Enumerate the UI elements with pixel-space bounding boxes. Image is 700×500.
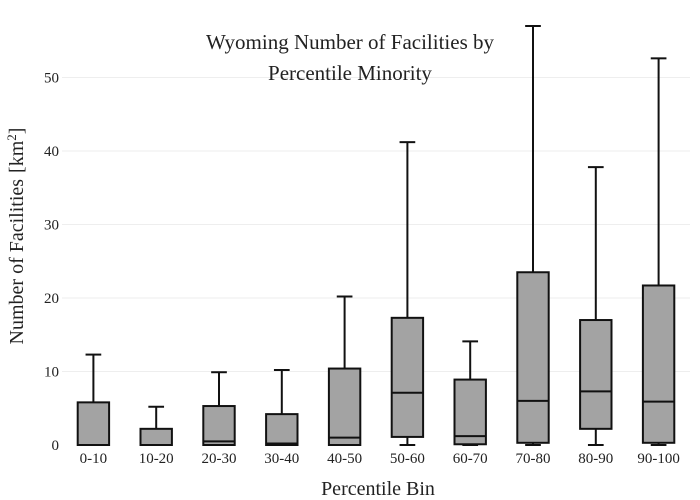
box-iqr — [516, 271, 550, 444]
box-group-30-40 — [265, 369, 299, 446]
x-tick-label-10-20: 10-20 — [139, 451, 174, 467]
x-tick-label-20-30: 20-30 — [202, 451, 237, 467]
x-tick-label-60-70: 60-70 — [453, 451, 488, 467]
y-axis-title: Number of Facilities [km2] — [4, 128, 28, 345]
box-iqr — [265, 413, 299, 446]
box-series — [76, 25, 676, 446]
x-tick-label-30-40: 30-40 — [264, 451, 299, 467]
x-axis-ticks: 0-10 10-20 20-30 30-40 40-50 50-60 60-70 70-80 8… — [80, 451, 680, 467]
box-group-90-100 — [641, 57, 676, 446]
y-axis-unit-base: km — [6, 140, 28, 166]
y-axis-unit-exponent: 2 — [4, 134, 19, 141]
box-iqr — [76, 401, 111, 446]
box-iqr — [579, 319, 613, 430]
box-group-60-70 — [453, 340, 487, 446]
x-tick-label-0-10: 0-10 — [80, 451, 108, 467]
y-tick-label-0: 0 — [52, 438, 60, 454]
y-tick-label-30: 30 — [44, 217, 59, 233]
box-iqr — [453, 378, 487, 446]
chart-title-line-2: Percentile Minority — [268, 61, 432, 85]
box-iqr — [641, 284, 676, 444]
chart-title-line-1: Wyoming Number of Facilities by — [206, 30, 495, 54]
box-group-70-80 — [516, 25, 550, 446]
y-tick-label-10: 10 — [44, 364, 59, 380]
x-tick-label-80-90: 80-90 — [578, 451, 613, 467]
box-group-50-60 — [390, 141, 425, 446]
x-axis-title: Percentile Bin — [321, 478, 435, 500]
y-tick-label-20: 20 — [44, 291, 59, 307]
box-group-40-50 — [327, 295, 362, 446]
y-axis-ticks: 0 10 20 30 40 50 — [44, 70, 59, 454]
box-iqr — [327, 367, 362, 446]
x-tick-label-70-80: 70-80 — [516, 451, 551, 467]
y-tick-label-40: 40 — [44, 144, 59, 160]
y-axis-unit-close: ] — [6, 128, 28, 135]
y-tick-label-50: 50 — [44, 70, 59, 86]
y-axis-unit-open: [ — [6, 166, 28, 173]
box-group-10-20 — [139, 405, 173, 446]
box-group-20-30 — [202, 371, 236, 446]
box-iqr — [390, 316, 425, 438]
y-axis-title-text: Number of Facilities — [6, 179, 28, 345]
box-group-0-10 — [76, 353, 111, 446]
box-group-80-90 — [579, 166, 613, 446]
x-tick-label-40-50: 40-50 — [327, 451, 362, 467]
box-iqr — [139, 427, 173, 446]
box-iqr — [202, 405, 236, 446]
x-tick-label-90-100: 90-100 — [637, 451, 680, 467]
x-tick-label-50-60: 50-60 — [390, 451, 425, 467]
